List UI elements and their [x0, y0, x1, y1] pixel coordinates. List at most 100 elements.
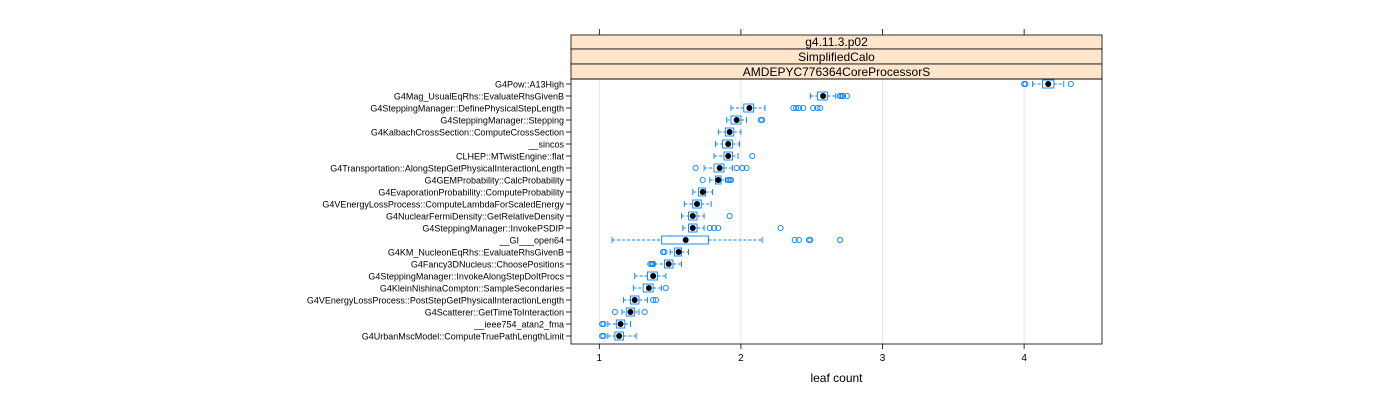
box-iqr [625, 307, 636, 317]
outlier-point [817, 104, 824, 112]
outlier-point [791, 236, 798, 244]
median-dot [694, 201, 701, 207]
box-row [713, 151, 756, 161]
category-label: __sincos [527, 140, 564, 150]
box-row [726, 115, 766, 125]
box-row [692, 187, 714, 197]
outlier-point [600, 332, 607, 340]
median-dot [1045, 81, 1052, 87]
category-label: G4UrbanMscModel::ComputeTruePathLengthLi… [362, 332, 565, 342]
category-label: G4SteppingManager::InvokeAlongStepDoItPr… [368, 272, 564, 282]
category-label: G4SteppingManager::Stepping [440, 116, 564, 126]
median-dot [675, 249, 682, 255]
box-row [809, 91, 851, 101]
box-iqr [1042, 79, 1055, 89]
box-row [647, 259, 682, 269]
box-iqr [713, 163, 725, 173]
strip-3-label: AMDEPYC776364CoreProcessorS [743, 65, 930, 79]
box-row [1021, 79, 1074, 89]
outlier-point [795, 236, 803, 244]
box-iqr [615, 319, 626, 329]
outlier-point [1022, 80, 1029, 88]
outlier-point [699, 176, 706, 184]
box-iqr [743, 103, 755, 113]
category-label: G4KM_NucleonEqRhs::EvaluateRhsGivenB [388, 248, 564, 258]
median-dot [616, 333, 623, 339]
box-iqr [816, 91, 828, 101]
x-tick-label: 1 [597, 353, 603, 364]
median-dot [715, 177, 722, 183]
median-dot [725, 153, 732, 159]
median-dot [820, 93, 827, 99]
median-dot [725, 141, 732, 147]
box-iqr [723, 151, 733, 161]
outlier-point [790, 104, 797, 112]
category-label: G4EvaporationProbability::ComputeProbabi… [378, 188, 564, 198]
outlier-point [777, 224, 784, 232]
outlier-point [814, 104, 821, 112]
outlier-point [611, 308, 618, 316]
strip-2-label: SimplifiedCalo [798, 50, 875, 64]
outlier-point [807, 236, 814, 244]
median-dot [665, 261, 672, 267]
plot-panel [570, 78, 1103, 345]
median-dot [645, 285, 652, 291]
median-dot [631, 297, 638, 303]
outlier-point [743, 164, 750, 172]
outlier-point [600, 320, 607, 328]
outlier-point [839, 92, 846, 100]
box-row [632, 283, 669, 293]
outlier-point [641, 308, 648, 316]
outlier-point [726, 212, 733, 220]
outlier-point [844, 92, 851, 100]
strip-headers: g4.11.3.p02 SimplifiedCalo AMDEPYC776364… [570, 34, 1103, 80]
outlier-point [715, 224, 722, 232]
category-label: G4GEMProbability::CalcProbability [424, 176, 564, 186]
outlier-point [836, 236, 844, 244]
outlier-point [739, 164, 746, 172]
box-iqr [692, 199, 702, 209]
median-dot [699, 189, 706, 195]
outlier-point [810, 104, 817, 112]
box-row [622, 295, 660, 305]
box-iqr [647, 271, 658, 281]
median-dot [650, 273, 657, 279]
box-row [683, 199, 712, 209]
box-row [717, 127, 742, 137]
category-label: G4Pow::A13High [495, 80, 564, 90]
box-row [599, 331, 637, 341]
outlier-point [710, 224, 718, 232]
category-label: G4KalbachCrossSection::ComputeCrossSecti… [371, 128, 564, 138]
category-labels: G4Pow::A13HighG4Mag_UsualEqRhs::Evaluate… [307, 80, 571, 342]
box-row [611, 235, 844, 245]
category-label: CLHEP::MTwistEngine::flat [456, 152, 565, 162]
grid-lines [598, 79, 1025, 344]
outlier-point [1067, 80, 1074, 88]
category-label: G4Transportation::AlongStepGetPhysicalIn… [330, 164, 564, 174]
box-iqr [688, 223, 698, 233]
outlier-point [727, 176, 735, 184]
outlier-point [652, 296, 660, 304]
box-iqr [642, 283, 654, 293]
box-row [699, 175, 735, 185]
category-label: G4SteppingManager::InvokePSDIP [422, 224, 564, 234]
category-label: G4Fancy3DNucleus::ChoosePositions [411, 260, 565, 270]
outlier-point [692, 164, 699, 172]
category-label: G4VEnergyLossProcess::PostStepGetPhysica… [307, 296, 564, 306]
x-tick-label: 4 [1021, 353, 1027, 364]
box-row [730, 103, 824, 113]
median-dot [716, 165, 723, 171]
median-dot [733, 117, 740, 123]
category-label: G4NuclearFermiDensity::GetRelativeDensit… [386, 212, 565, 222]
median-dot [617, 321, 624, 327]
median-dot [746, 105, 753, 111]
outlier-point [706, 224, 713, 232]
category-label: __ieee754_atan2_fma [473, 320, 564, 330]
box-row [714, 139, 740, 149]
box-iqr [614, 331, 624, 341]
box-iqr [722, 139, 733, 149]
box-iqr [688, 211, 698, 221]
box-row [692, 163, 750, 173]
outlier-point [795, 104, 803, 112]
